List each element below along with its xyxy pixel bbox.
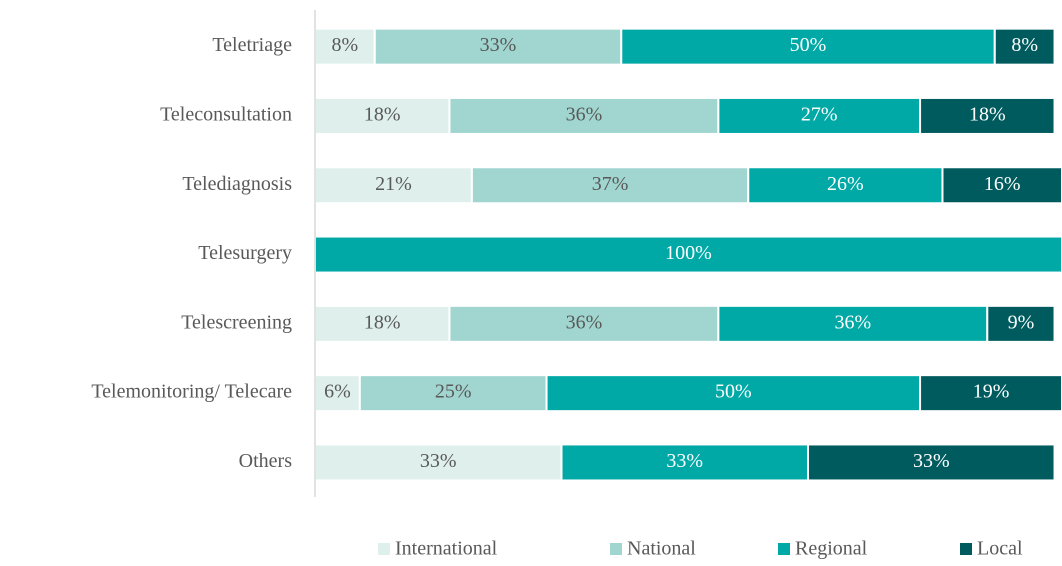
category-label: Telesurgery [198,242,292,264]
value-label: 18% [969,104,1006,126]
value-label: 50% [715,381,752,403]
legend-label: Regional [795,538,868,560]
value-label: 36% [566,311,603,333]
legend-label: International [395,538,498,560]
value-label: 36% [566,104,603,126]
category-label: Telescreening [181,311,292,333]
bar-segment [919,96,1056,135]
bar-segment [373,27,623,66]
value-label: 33% [480,34,517,56]
bar-segment [448,96,720,135]
bar-segment [986,304,1056,343]
value-label: 21% [375,173,412,195]
bar-segment [919,374,1062,413]
value-label: 8% [1011,34,1038,56]
value-label: 33% [666,450,703,472]
category-label: Telediagnosis [182,173,292,195]
value-label: 37% [592,173,629,195]
legend-swatch [960,543,972,555]
value-label: 25% [435,381,472,403]
value-label: 9% [1008,311,1035,333]
bar-segment [448,304,720,343]
bar-segment [545,374,922,413]
legend-label: National [627,538,696,560]
bar-segment [941,166,1062,205]
bar-segment [717,96,922,135]
value-label: 16% [984,173,1021,195]
value-label: 6% [324,381,351,403]
category-label: Teleconsultation [160,104,292,126]
category-label: Teletriage [212,34,292,56]
category-label: Telemonitoring/ Telecare [91,381,292,403]
bar-segment [358,374,548,413]
bar-segment [993,27,1056,66]
value-label: 27% [801,104,838,126]
bar-segment [620,27,996,66]
legend-swatch [778,543,790,555]
bar-segment [314,304,451,343]
value-label: 18% [364,311,401,333]
value-label: 33% [420,450,457,472]
value-label: 18% [364,104,401,126]
value-label: 8% [332,34,359,56]
value-label: 36% [835,311,872,333]
bar-segment [314,96,451,135]
legend-label: Local [977,538,1023,560]
value-label: 100% [665,242,712,264]
bar-segment [470,166,750,205]
legend-swatch [378,543,390,555]
value-label: 26% [827,173,864,195]
value-label: 19% [973,381,1010,403]
value-label: 50% [790,34,827,56]
legend-swatch [610,543,622,555]
category-label: Others [239,450,293,472]
bar-segment [807,443,1056,482]
value-label: 33% [913,450,950,472]
bar-segment [314,235,1062,274]
